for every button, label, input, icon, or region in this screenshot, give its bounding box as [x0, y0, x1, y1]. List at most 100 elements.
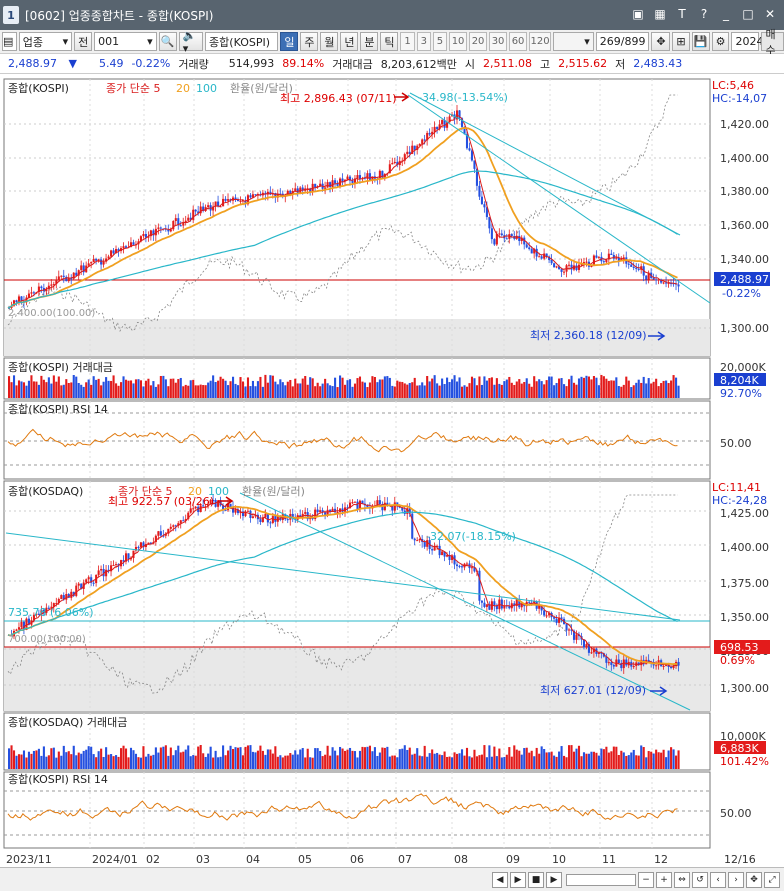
kospi-candle	[159, 227, 162, 229]
kosdaq-candle	[314, 509, 317, 520]
custom-period-select[interactable]: ▾	[553, 32, 594, 51]
kosdaq-candle	[75, 585, 78, 596]
maximize-icon[interactable]: □	[742, 7, 754, 21]
kosdaq-candle	[87, 577, 90, 580]
scroll-right-icon[interactable]: ▶	[546, 871, 562, 888]
kosdaq-ytick: 1,400.00	[720, 541, 769, 554]
panel-frame	[3, 712, 711, 771]
font-size-icon[interactable]: T	[678, 7, 686, 21]
kosdaq-candle	[192, 508, 195, 510]
kosdaq-candle	[321, 510, 324, 513]
kosdaq-candle	[149, 542, 152, 544]
tab-day[interactable]: 일	[280, 32, 299, 51]
kosdaq-volume-bar	[72, 745, 75, 769]
sound-icon[interactable]: 🔈▾	[178, 29, 204, 55]
kospi-candle	[543, 253, 546, 259]
zoom-out-icon[interactable]: −	[638, 871, 654, 888]
kospi-candle	[575, 265, 578, 270]
market-select[interactable]: 업종 ▾	[18, 32, 73, 51]
year-field[interactable]: 2024	[731, 32, 763, 51]
tab-year[interactable]: 년	[340, 32, 359, 51]
kospi-volume-bar	[279, 379, 282, 398]
kosdaq-volume-bar	[580, 756, 583, 769]
move-icon[interactable]: ✥	[746, 871, 762, 888]
layout-icon[interactable]: ▦	[654, 7, 666, 21]
help-icon[interactable]: ?	[700, 7, 708, 21]
count-field[interactable]: 269/899	[595, 32, 650, 51]
settings-icon[interactable]: ⚙	[711, 32, 730, 51]
tab-week[interactable]: 주	[300, 32, 319, 51]
play-icon[interactable]: ▶	[510, 871, 526, 888]
search-icon[interactable]: 🔍	[158, 32, 177, 51]
kosdaq-volume-bar	[545, 752, 548, 769]
minute-120[interactable]: 120	[529, 32, 552, 51]
zoom-in-icon[interactable]: +	[656, 871, 672, 888]
code-input[interactable]: 001 ▾	[94, 32, 157, 51]
zoom-slider[interactable]	[566, 873, 636, 886]
chart-canvas[interactable]: 종합(KOSPI) 종가 단순 5 20 100 환율(원/달러) LC:5,4…	[0, 75, 784, 870]
crosshair-icon[interactable]: ✥	[651, 32, 671, 51]
fit-icon[interactable]: ⇔	[674, 871, 690, 888]
kospi-volume-bar	[363, 382, 366, 398]
next-icon[interactable]: ›	[728, 871, 744, 888]
kospi-candle	[90, 262, 93, 264]
kosdaq-candle	[500, 599, 503, 609]
prev-icon[interactable]: ‹	[710, 871, 726, 888]
tab-tick[interactable]: 틱	[380, 32, 399, 51]
fullscreen-icon[interactable]: ⤢	[764, 871, 780, 888]
kosdaq-candle	[560, 617, 563, 619]
kosdaq-candle	[159, 531, 162, 536]
kosdaq-volume-bar	[508, 747, 511, 769]
kospi-volume-bar	[381, 379, 384, 398]
kosdaq-volume-bar	[276, 756, 279, 769]
minute-1[interactable]: 1	[400, 32, 415, 51]
save-icon[interactable]: 💾	[691, 32, 710, 51]
kosdaq-volume-bar	[311, 757, 314, 769]
kospi-candle	[309, 188, 312, 192]
minute-30[interactable]: 30	[489, 32, 508, 51]
minute-5[interactable]: 5	[432, 32, 448, 51]
kosdaq-volume-bar	[605, 746, 608, 769]
kosdaq-candle	[276, 515, 279, 522]
minute-20[interactable]: 20	[469, 32, 488, 51]
kospi-candle	[144, 234, 147, 238]
tab-minute[interactable]: 분	[360, 32, 379, 51]
kospi-volume-badge	[714, 373, 766, 386]
kospi-volume-bar	[306, 384, 309, 398]
kospi-volume-bar	[261, 386, 264, 398]
reset-icon[interactable]: ↺	[692, 871, 708, 888]
kospi-candle	[227, 199, 230, 201]
kospi-candle	[314, 183, 317, 188]
scroll-left-icon[interactable]: ◀	[492, 871, 508, 888]
kosdaq-volume-last: 6,883K	[720, 742, 759, 755]
kospi-volume-bar	[518, 379, 521, 398]
kospi-candle	[40, 286, 43, 289]
minute-60[interactable]: 60	[509, 32, 528, 51]
minute-3[interactable]: 3	[416, 32, 431, 51]
all-button[interactable]: 전	[74, 32, 93, 51]
kosdaq-volume-bar	[411, 754, 414, 769]
grid-icon[interactable]: ⊞	[672, 32, 690, 51]
screen-icon[interactable]: ▣	[632, 7, 644, 21]
list-icon[interactable]: ▤	[2, 32, 17, 51]
tab-month[interactable]: 월	[320, 32, 339, 51]
stop-icon[interactable]: ■	[528, 871, 544, 888]
kospi-volume-bar	[510, 382, 513, 398]
kosdaq-candle	[47, 607, 50, 609]
close-icon[interactable]: ✕	[764, 7, 776, 21]
kosdaq-candle	[431, 549, 434, 551]
buy-button[interactable]: 매수	[761, 28, 784, 57]
kosdaq-candle	[470, 567, 474, 569]
kosdaq-volume-bar	[194, 755, 197, 769]
kospi-volume-bar	[525, 378, 528, 398]
kosdaq-volume-bar	[124, 748, 128, 769]
kospi-volume-bar	[458, 377, 461, 398]
kospi-volume-bar	[82, 386, 85, 398]
toolbar: ▤ 업종 ▾ 전 001 ▾ 🔍 🔈▾ 종합(KOSPI) 일 주 월 년 분 틱 …	[0, 28, 784, 57]
kospi-volume-bar	[174, 382, 177, 398]
chart-area[interactable]: 종합(KOSPI) 종가 단순 5 20 100 환율(원/달러) LC:5,4…	[0, 75, 784, 870]
kospi-candle	[406, 151, 409, 155]
kosdaq-candle	[154, 535, 157, 543]
minimize-icon[interactable]: _	[723, 7, 729, 21]
minute-10[interactable]: 10	[449, 32, 468, 51]
